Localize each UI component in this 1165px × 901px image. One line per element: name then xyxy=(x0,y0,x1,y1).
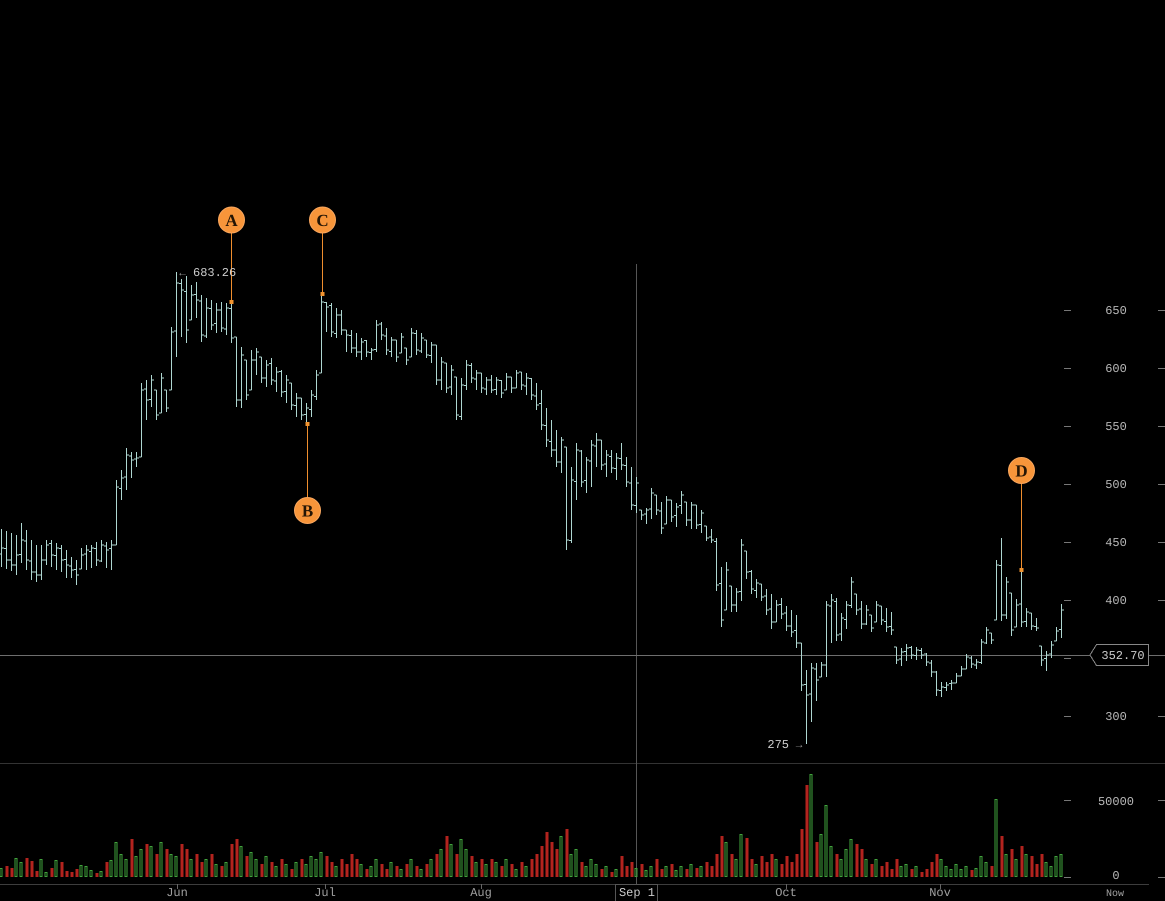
svg-text:C: C xyxy=(316,211,328,230)
svg-text:500: 500 xyxy=(1105,478,1127,492)
svg-text:50000: 50000 xyxy=(1098,795,1134,809)
svg-text:A: A xyxy=(225,211,238,230)
svg-text:352.70: 352.70 xyxy=(1101,649,1144,663)
svg-text:←: ← xyxy=(179,268,186,280)
svg-text:B: B xyxy=(302,502,313,521)
svg-text:Jun: Jun xyxy=(166,886,188,900)
svg-text:Sep 1: Sep 1 xyxy=(619,886,655,900)
svg-text:400: 400 xyxy=(1105,594,1127,608)
svg-text:Aug: Aug xyxy=(470,886,492,900)
svg-text:Oct: Oct xyxy=(775,886,797,900)
svg-text:300: 300 xyxy=(1105,710,1127,724)
svg-text:550: 550 xyxy=(1105,420,1127,434)
svg-text:683.26: 683.26 xyxy=(193,266,236,280)
svg-text:0: 0 xyxy=(1112,869,1119,883)
svg-text:Now: Now xyxy=(1106,889,1124,900)
svg-text:Nov: Nov xyxy=(929,886,951,900)
svg-text:D: D xyxy=(1015,462,1027,481)
svg-text:Jul: Jul xyxy=(314,886,336,900)
svg-text:275: 275 xyxy=(767,738,789,752)
svg-text:650: 650 xyxy=(1105,304,1127,318)
svg-text:→: → xyxy=(796,740,803,752)
svg-text:450: 450 xyxy=(1105,536,1127,550)
svg-text:600: 600 xyxy=(1105,362,1127,376)
